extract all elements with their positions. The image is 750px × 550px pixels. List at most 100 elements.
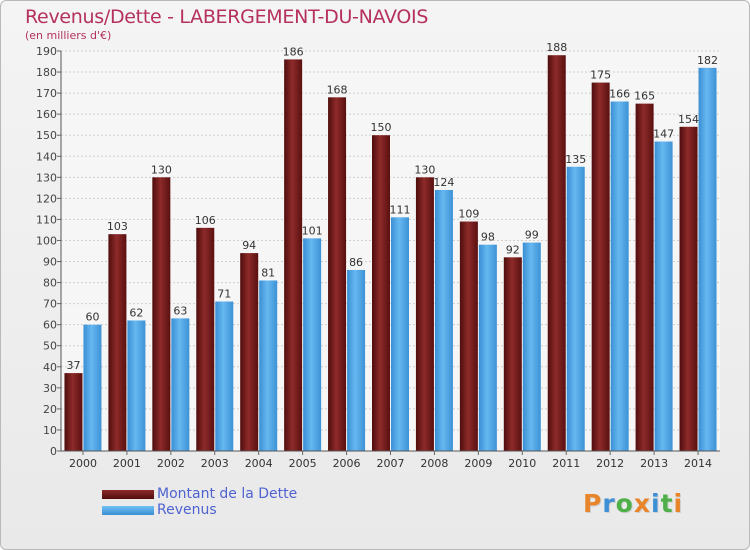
x-tick-label: 2011 <box>552 457 580 470</box>
logo-letter: i <box>651 489 661 518</box>
bar-revenus <box>171 318 190 451</box>
bar-revenus <box>347 269 366 451</box>
x-tick-label: 2001 <box>113 457 141 470</box>
bar-dette <box>679 126 698 451</box>
data-label-dette: 130 <box>151 163 172 176</box>
x-tick-label: 2007 <box>377 457 405 470</box>
logo-letter: i <box>673 489 684 518</box>
bar-dette <box>591 82 610 451</box>
data-label-revenus: 147 <box>653 128 674 141</box>
bar-revenus <box>259 280 278 451</box>
y-tick-label: 130 <box>36 171 57 184</box>
bar-dette <box>547 55 566 452</box>
y-tick-label: 10 <box>43 424 57 437</box>
y-tick-label: 190 <box>36 45 57 58</box>
bar-revenus <box>127 320 146 451</box>
y-tick-label: 90 <box>43 256 57 269</box>
data-label-dette: 106 <box>195 214 216 227</box>
x-tick-label: 2008 <box>420 457 448 470</box>
data-label-revenus: 71 <box>217 288 231 301</box>
y-tick-label: 20 <box>43 403 57 416</box>
legend-swatch-dette <box>102 490 154 499</box>
data-label-revenus: 63 <box>173 304 187 317</box>
data-label-dette: 165 <box>634 90 655 103</box>
x-tick-label: 2000 <box>69 457 97 470</box>
data-label-dette: 150 <box>371 121 392 134</box>
bar-revenus <box>303 238 322 451</box>
bar-dette <box>64 373 83 451</box>
x-tick-label: 2014 <box>684 457 712 470</box>
bar-revenus <box>566 166 585 451</box>
bar-dette <box>152 177 171 451</box>
x-tick-label: 2009 <box>464 457 492 470</box>
y-tick-label: 50 <box>43 340 57 353</box>
y-tick-label: 70 <box>43 298 57 311</box>
data-label-revenus: 111 <box>390 203 411 216</box>
legend-label-dette: Montant de la Dette <box>157 486 298 502</box>
bar-revenus <box>215 301 234 451</box>
bar-dette <box>635 103 654 451</box>
y-tick-label: 40 <box>43 361 57 374</box>
bar-revenus <box>654 141 673 452</box>
bar-dette <box>372 135 390 452</box>
data-label-dette: 175 <box>590 69 611 82</box>
bar-dette <box>459 221 478 451</box>
data-label-revenus: 99 <box>525 229 539 242</box>
bar-dette <box>108 234 127 451</box>
y-tick-label: 0 <box>50 445 57 458</box>
bar-revenus <box>478 244 497 451</box>
data-label-dette: 103 <box>107 220 128 233</box>
data-label-revenus: 135 <box>565 153 586 166</box>
data-label-revenus: 98 <box>481 231 495 244</box>
y-tick-label: 120 <box>36 192 57 205</box>
bar-revenus <box>610 101 629 452</box>
data-label-dette: 94 <box>242 239 256 252</box>
data-label-revenus: 86 <box>349 256 363 269</box>
bar-revenus <box>698 67 717 451</box>
data-label-dette: 37 <box>66 359 80 372</box>
y-tick-label: 160 <box>36 108 57 121</box>
y-tick-label: 140 <box>36 150 57 163</box>
proxiti-logo: Proxiti <box>583 489 683 518</box>
y-tick-label: 110 <box>36 213 57 226</box>
data-label-revenus: 81 <box>261 266 275 279</box>
x-tick-label: 2006 <box>333 457 361 470</box>
data-label-dette: 154 <box>678 113 699 126</box>
bar-revenus <box>522 242 541 451</box>
logo-letter: x <box>633 489 651 518</box>
data-label-dette: 109 <box>458 208 479 221</box>
x-tick-label: 2013 <box>640 457 668 470</box>
y-tick-label: 30 <box>43 382 57 395</box>
y-tick-label: 170 <box>36 87 57 100</box>
data-label-revenus: 60 <box>85 311 99 324</box>
logo-letter: P <box>583 489 603 518</box>
legend-label-revenus: Revenus <box>157 502 217 518</box>
y-tick-label: 80 <box>43 277 57 290</box>
x-tick-label: 2005 <box>289 457 317 470</box>
data-label-revenus: 182 <box>697 54 718 67</box>
plot-area <box>61 51 720 451</box>
x-tick-label: 2003 <box>201 457 229 470</box>
chart-subtitle: (en milliers d'€) <box>25 29 112 42</box>
bar-revenus <box>391 217 409 451</box>
bar-revenus <box>83 324 102 451</box>
logo-letter: t <box>660 489 674 518</box>
data-label-dette: 188 <box>546 41 567 54</box>
x-tick-label: 2012 <box>596 457 624 470</box>
bar-dette <box>503 257 522 451</box>
bar-dette <box>328 97 347 451</box>
bar-dette <box>284 59 303 451</box>
bar-dette <box>415 177 434 451</box>
bar-dette <box>196 227 215 451</box>
bar-revenus <box>434 189 453 451</box>
data-label-dette: 186 <box>283 45 304 58</box>
legend-swatch-revenus <box>102 506 154 515</box>
logo-letter: o <box>615 489 634 518</box>
x-tick-label: 2004 <box>245 457 273 470</box>
data-label-dette: 168 <box>327 83 348 96</box>
y-tick-label: 180 <box>36 66 57 79</box>
logo-letter: r <box>602 489 616 518</box>
data-label-dette: 92 <box>506 243 520 256</box>
